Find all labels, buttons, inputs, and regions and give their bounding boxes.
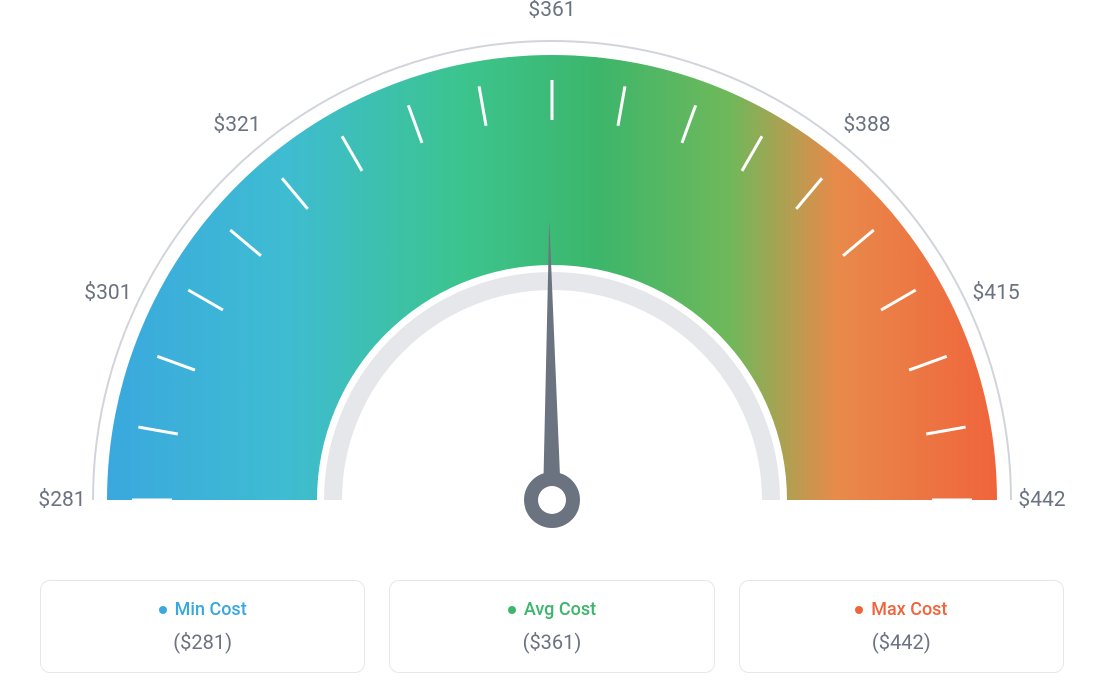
summary-card: Min Cost ($281): [40, 580, 365, 673]
card-dot-icon: [159, 606, 167, 614]
card-title-row: Min Cost: [61, 599, 344, 620]
card-value: ($442): [760, 630, 1043, 654]
summary-row: Min Cost ($281) Avg Cost ($361) Max Cost ($44…: [0, 580, 1104, 673]
card-title-row: Avg Cost: [410, 599, 693, 620]
summary-card: Avg Cost ($361): [389, 580, 714, 673]
card-title-row: Max Cost: [760, 599, 1043, 620]
cost-gauge-widget: $281 $301 $321 $361 $388 $415 $442 Min Cost ($2…: [0, 0, 1104, 690]
card-title: Min Cost: [175, 599, 247, 620]
gauge-tick-label: $301: [84, 281, 131, 305]
card-title: Avg Cost: [524, 599, 596, 620]
gauge-tick-label: $281: [38, 488, 85, 512]
gauge-tick-label: $321: [213, 113, 260, 137]
card-title: Max Cost: [871, 599, 947, 620]
card-value: ($281): [61, 630, 344, 654]
gauge-needle: [524, 220, 580, 528]
gauge-tick-label: $361: [528, 0, 575, 22]
card-value: ($361): [410, 630, 693, 654]
gauge-area: $281 $301 $321 $361 $388 $415 $442: [0, 0, 1104, 570]
summary-card: Max Cost ($442): [739, 580, 1064, 673]
gauge-tick-label: $388: [843, 113, 890, 137]
gauge-tick-label: $442: [1018, 488, 1065, 512]
gauge-tick-label: $415: [972, 281, 1019, 305]
gauge-svg: [0, 0, 1104, 570]
card-dot-icon: [855, 606, 863, 614]
card-dot-icon: [508, 606, 516, 614]
